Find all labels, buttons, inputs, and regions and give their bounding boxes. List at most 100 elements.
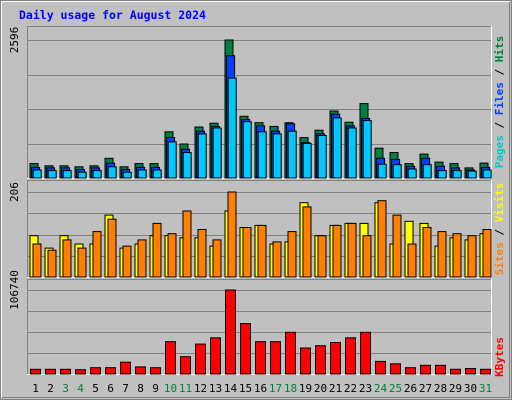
axis-label-part: Visits xyxy=(493,183,506,223)
bar-pages-day-30 xyxy=(467,170,477,179)
x-axis-labels: 1 2 3 4 5 6 7 8 9 10 11 12 13 14 15 16 17 18 19 20 21 22 23 24 2… xyxy=(32,382,492,395)
bar-kbytes-day-17 xyxy=(270,341,281,375)
x-tick-label: 4 xyxy=(77,382,84,395)
x-tick-label: 26 xyxy=(404,382,417,395)
bar-pages-day-2 xyxy=(47,170,57,179)
bar-kbytes-day-10 xyxy=(165,341,176,375)
x-tick-label: 27 xyxy=(419,382,432,395)
bar-kbytes-day-2 xyxy=(45,368,56,375)
bar-sites-day-18 xyxy=(287,231,297,278)
bar-sites-day-26 xyxy=(407,243,417,278)
bar-sites-day-20 xyxy=(317,235,327,278)
bar-sites-day-30 xyxy=(467,235,477,278)
x-tick-label: 30 xyxy=(464,382,477,395)
x-tick-label: 10 xyxy=(164,382,177,395)
bar-pages-day-11 xyxy=(182,152,192,179)
bar-kbytes-day-25 xyxy=(390,363,401,375)
bar-sites-day-27 xyxy=(422,227,432,278)
bar-sites-day-1 xyxy=(32,243,42,278)
bar-kbytes-day-4 xyxy=(75,369,86,375)
axis-label-part: Hits xyxy=(493,36,506,63)
x-tick-label: 16 xyxy=(254,382,267,395)
x-tick-label: 5 xyxy=(92,382,99,395)
bar-kbytes-day-24 xyxy=(375,360,386,375)
bar-sites-day-15 xyxy=(242,227,252,278)
bar-kbytes-day-28 xyxy=(435,364,446,375)
bar-pages-day-27 xyxy=(422,164,432,179)
bar-kbytes-day-18 xyxy=(285,331,296,375)
bar-sites-day-9 xyxy=(152,222,162,278)
series-axis-label: Pages / Files / Hits xyxy=(493,36,506,169)
bar-sites-day-11 xyxy=(182,210,192,278)
max-value-label: 2596 xyxy=(8,27,21,54)
bar-sites-day-12 xyxy=(197,229,207,278)
bar-sites-day-23 xyxy=(362,235,372,278)
x-tick-label: 2 xyxy=(47,382,54,395)
axis-label-part: Files xyxy=(493,82,506,115)
bar-sites-day-16 xyxy=(257,224,267,278)
bar-pages-day-7 xyxy=(122,171,132,179)
bar-kbytes-day-30 xyxy=(465,368,476,375)
bar-pages-day-23 xyxy=(362,120,372,179)
bar-sites-day-22 xyxy=(347,222,357,278)
panel-visits_sites: 206 Sites / Visits xyxy=(8,180,506,278)
bar-pages-day-3 xyxy=(62,170,72,179)
axis-label-part: Sites xyxy=(493,242,506,275)
series-axis-label: KBytes xyxy=(493,337,506,377)
bar-kbytes-day-11 xyxy=(180,356,191,375)
max-value-label: 106740 xyxy=(8,270,21,310)
bar-sites-day-19 xyxy=(302,206,312,278)
bar-pages-day-8 xyxy=(137,169,147,179)
bar-kbytes-day-3 xyxy=(60,368,71,375)
bar-pages-day-5 xyxy=(92,170,102,179)
x-tick-label: 22 xyxy=(344,382,357,395)
bar-pages-day-24 xyxy=(377,163,387,179)
x-tick-label: 11 xyxy=(179,382,192,395)
bar-kbytes-day-6 xyxy=(105,367,116,375)
bar-pages-day-10 xyxy=(167,141,177,179)
bar-pages-day-9 xyxy=(152,169,162,179)
x-tick-label: 21 xyxy=(329,382,342,395)
bar-pages-day-20 xyxy=(317,135,327,179)
x-tick-label: 19 xyxy=(299,382,312,395)
max-value-label: 206 xyxy=(8,182,21,202)
x-tick-label: 3 xyxy=(62,382,69,395)
bar-sites-day-13 xyxy=(212,239,222,278)
x-tick-label: 17 xyxy=(269,382,282,395)
bar-sites-day-25 xyxy=(392,214,402,278)
bar-kbytes-day-22 xyxy=(345,337,356,375)
axis-label-part: Pages xyxy=(493,135,506,168)
bar-pages-day-14 xyxy=(227,77,237,179)
bar-sites-day-17 xyxy=(272,241,282,278)
bar-pages-day-16 xyxy=(257,131,267,179)
x-tick-label: 31 xyxy=(479,382,492,395)
x-tick-label: 20 xyxy=(314,382,327,395)
bar-kbytes-day-13 xyxy=(210,337,221,375)
bar-kbytes-day-19 xyxy=(300,347,311,375)
x-tick-label: 12 xyxy=(194,382,207,395)
bar-pages-day-1 xyxy=(32,169,42,179)
bar-kbytes-day-8 xyxy=(135,366,146,375)
bar-sites-day-2 xyxy=(47,249,57,278)
bar-pages-day-25 xyxy=(392,164,402,179)
x-tick-label: 18 xyxy=(284,382,297,395)
bar-sites-day-6 xyxy=(107,218,117,278)
chart-title: Daily usage for August 2024 xyxy=(19,8,206,22)
bar-pages-day-29 xyxy=(452,170,462,179)
bar-kbytes-day-21 xyxy=(330,342,341,375)
panel-hits_files_pages: 2596 Pages / Files / Hits xyxy=(8,26,506,179)
bar-kbytes-day-31 xyxy=(480,368,491,375)
bar-sites-day-7 xyxy=(122,245,132,278)
bar-kbytes-day-26 xyxy=(405,367,416,375)
bar-pages-day-28 xyxy=(437,170,447,179)
bar-sites-day-8 xyxy=(137,239,147,278)
x-tick-label: 7 xyxy=(122,382,129,395)
x-tick-label: 24 xyxy=(374,382,388,395)
bar-kbytes-day-7 xyxy=(120,361,131,375)
bar-kbytes-day-9 xyxy=(150,367,161,375)
bar-pages-day-18 xyxy=(287,130,297,179)
bar-sites-day-3 xyxy=(62,239,72,278)
bar-kbytes-day-23 xyxy=(360,331,371,375)
bar-pages-day-6 xyxy=(107,166,117,179)
bar-pages-day-13 xyxy=(212,127,222,179)
